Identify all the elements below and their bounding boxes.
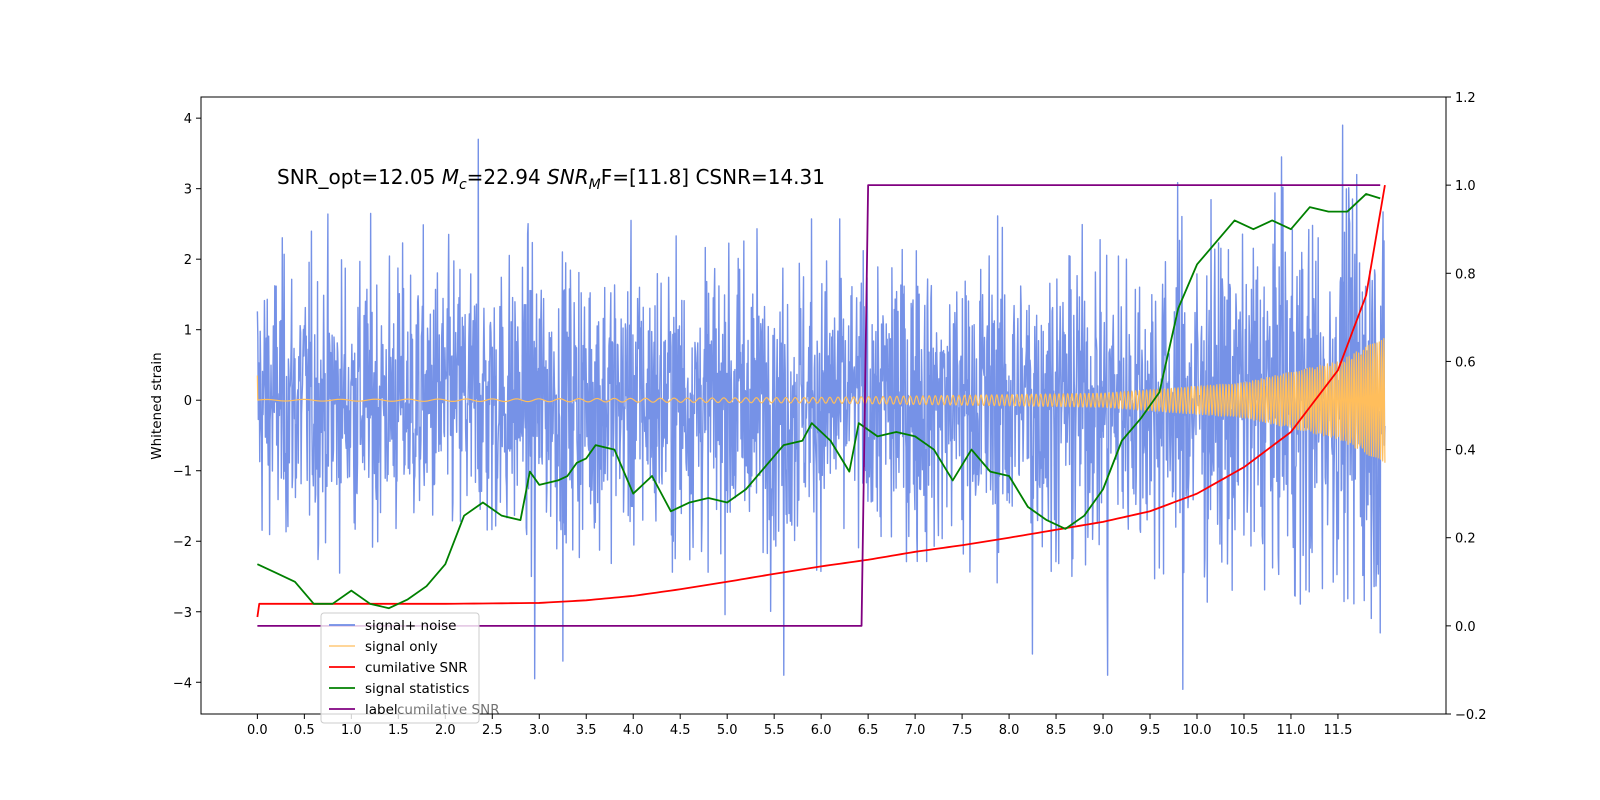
x-tick-label: 7.0 bbox=[905, 723, 926, 738]
y-tick-label: −4 bbox=[173, 676, 192, 691]
y-tick-label: 2 bbox=[184, 253, 192, 268]
x-tick-label: 5.0 bbox=[717, 723, 738, 738]
series-line-cumulative-snr bbox=[256, 184, 1386, 618]
annotation-part-4: SNR bbox=[547, 165, 589, 189]
y-tick-label: 1 bbox=[184, 324, 192, 339]
annotation-part-3: =22.94 bbox=[467, 165, 547, 189]
x-tick-label: 8.0 bbox=[999, 723, 1020, 738]
legend-label-label: label bbox=[365, 702, 398, 718]
x-tick-label: 10.5 bbox=[1230, 723, 1259, 738]
x-tick-label: 10.0 bbox=[1183, 723, 1212, 738]
x-tick-label: 9.5 bbox=[1140, 723, 1161, 738]
y2-tick-label: 0.6 bbox=[1455, 355, 1476, 370]
annotation-part-2-sub: c bbox=[459, 177, 467, 193]
annotation-part-2: M bbox=[442, 165, 459, 189]
y2-tick-label: 0.8 bbox=[1455, 267, 1476, 282]
x-tick-label: 4.5 bbox=[670, 723, 691, 738]
y-tick-label: 4 bbox=[184, 112, 192, 127]
x-tick-label: 11.5 bbox=[1323, 723, 1352, 738]
x-tick-label: 1.5 bbox=[388, 723, 409, 738]
annotation-part-1: SNR_opt=12.05 bbox=[277, 165, 442, 189]
y2-tick-label: 0.0 bbox=[1455, 620, 1476, 635]
series-line-signal-statistics bbox=[256, 193, 1381, 610]
y2-tick-label: −0.2 bbox=[1455, 708, 1487, 723]
x-tick-label: 11.0 bbox=[1276, 723, 1305, 738]
annotation-part-5: F=[11.8] CSNR=14.31 bbox=[601, 165, 825, 189]
annotation-part-4-sub: M bbox=[589, 177, 601, 193]
x-tick-label: 3.5 bbox=[576, 723, 597, 738]
chart-annotation: SNR_opt=12.05 Mc=22.94 SNRMF=[11.8] CSNR… bbox=[277, 165, 825, 193]
x-tick-label: 2.0 bbox=[435, 723, 456, 738]
y-tick-label: −1 bbox=[173, 465, 192, 480]
legend-overlap-text: cumilative SNR bbox=[397, 702, 500, 718]
x-tick-label: 2.5 bbox=[482, 723, 503, 738]
x-tick-label: 6.5 bbox=[858, 723, 879, 738]
legend-label-cumulative-snr: cumilative SNR bbox=[365, 660, 468, 676]
x-tick-label: 8.5 bbox=[1046, 723, 1067, 738]
y2-tick-label: 1.2 bbox=[1455, 91, 1476, 106]
series-group bbox=[256, 124, 1386, 691]
x-tick-label: 9.0 bbox=[1093, 723, 1114, 738]
y2-tick-label: 0.2 bbox=[1455, 532, 1476, 547]
x-tick-label: 1.0 bbox=[341, 723, 362, 738]
x-tick-label: 0.0 bbox=[247, 723, 268, 738]
x-tick-label: 0.5 bbox=[294, 723, 315, 738]
legend-label-signal-statistics: signal statistics bbox=[365, 681, 469, 697]
series-line-signal-only bbox=[256, 338, 1386, 463]
y-tick-label: −3 bbox=[173, 606, 192, 621]
y-tick-label: 0 bbox=[184, 394, 192, 409]
y-tick-label: 3 bbox=[184, 183, 192, 198]
x-tick-label: 5.5 bbox=[764, 723, 785, 738]
y2-tick-label: 1.0 bbox=[1455, 179, 1476, 194]
axes: 0.0 0.5 1.0 1.5 2.0 2.5 3.0 3.5 4.0 4.5 5.0 5.5 6.0 6… bbox=[173, 91, 1487, 738]
x-tick-label: 6.0 bbox=[811, 723, 832, 738]
legend: signal+ noise signal only cumilative SNR si… bbox=[320, 612, 500, 724]
y2-tick-label: 0.4 bbox=[1455, 444, 1476, 459]
y-axis-label: Whitened strain bbox=[149, 352, 165, 459]
x-tick-label: 7.5 bbox=[952, 723, 973, 738]
y-tick-label: −2 bbox=[173, 535, 192, 550]
legend-label-signal-plus-noise: signal+ noise bbox=[365, 618, 456, 634]
x-tick-label: 4.0 bbox=[623, 723, 644, 738]
legend-label-signal-only: signal only bbox=[365, 639, 438, 655]
plot-frame bbox=[200, 96, 1447, 715]
legend-box bbox=[320, 612, 480, 724]
x-tick-label: 3.0 bbox=[529, 723, 550, 738]
series-line-signal-plus-noise bbox=[256, 124, 1386, 691]
series-line-label bbox=[257, 184, 1381, 627]
plot-area bbox=[256, 124, 1386, 691]
